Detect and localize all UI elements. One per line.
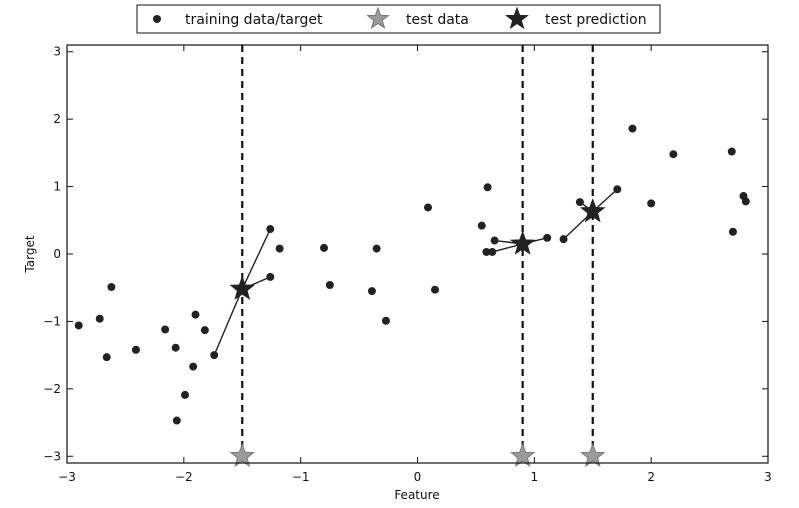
training-point	[161, 325, 170, 334]
training-point	[266, 225, 275, 234]
training-point	[490, 236, 499, 245]
training-point	[431, 285, 440, 294]
training-point	[559, 235, 568, 244]
x-tick-label: 0	[414, 470, 422, 484]
training-point	[575, 198, 584, 207]
training-point	[275, 244, 284, 253]
legend-marker-test-prediction	[505, 6, 529, 30]
training-point	[102, 353, 111, 362]
training-point	[613, 185, 622, 194]
training-point	[320, 243, 329, 252]
test-prediction-star	[579, 198, 606, 223]
legend-label-test-data: test data	[406, 12, 469, 28]
training-point	[107, 283, 116, 292]
training-point	[741, 197, 750, 206]
training-point	[372, 244, 381, 253]
legend-marker-test-data	[366, 6, 390, 30]
x-tick-label: −3	[58, 470, 76, 484]
legend-label-training: training data/target	[185, 12, 323, 28]
y-tick-label: 0	[53, 247, 61, 261]
y-tick-label: 1	[53, 180, 61, 194]
x-tick-label: 1	[531, 470, 539, 484]
training-point	[74, 321, 83, 330]
x-axis-label: Feature	[394, 488, 439, 502]
neighbor-line	[241, 228, 271, 290]
x-tick-label: 2	[647, 470, 655, 484]
training-point	[543, 233, 552, 242]
plot-layer	[74, 45, 750, 468]
training-point	[727, 147, 736, 156]
training-point	[482, 247, 491, 256]
training-point	[172, 416, 181, 425]
x-tick-label: −1	[292, 470, 310, 484]
y-tick-label: −3	[43, 449, 61, 463]
x-tick-label: −2	[175, 470, 193, 484]
training-point	[483, 183, 492, 192]
y-tick-label: 3	[53, 45, 61, 59]
training-point	[477, 221, 486, 230]
legend-marker-training	[153, 15, 161, 23]
training-point	[367, 287, 376, 296]
training-point	[189, 362, 198, 371]
training-point	[131, 345, 140, 354]
y-tick-label: −2	[43, 382, 61, 396]
training-point	[647, 199, 656, 208]
training-point	[325, 281, 334, 290]
training-point	[628, 124, 637, 133]
x-tick-label: 3	[764, 470, 772, 484]
training-point	[95, 314, 104, 323]
test-data-star	[229, 442, 256, 468]
training-point	[669, 150, 678, 159]
training-point	[381, 316, 390, 325]
training-point	[200, 326, 209, 335]
training-point	[488, 247, 497, 256]
legend: training data/target test data test pred…	[136, 4, 661, 34]
legend-box	[136, 4, 661, 34]
training-point	[424, 203, 433, 212]
training-point	[210, 351, 219, 360]
y-tick-label: 2	[53, 112, 61, 126]
test-data-star	[579, 442, 606, 468]
training-point	[181, 390, 190, 399]
training-point	[266, 272, 275, 281]
test-prediction-star	[229, 275, 256, 300]
neighbor-line	[213, 288, 243, 356]
training-point	[171, 343, 180, 352]
test-prediction-star	[509, 230, 536, 255]
test-data-star	[509, 442, 536, 468]
y-tick-label: −1	[43, 314, 61, 328]
y-axis-label: Target	[23, 235, 37, 273]
training-point	[191, 310, 200, 319]
training-point	[728, 227, 737, 236]
legend-label-test-prediction: test prediction	[545, 12, 647, 28]
